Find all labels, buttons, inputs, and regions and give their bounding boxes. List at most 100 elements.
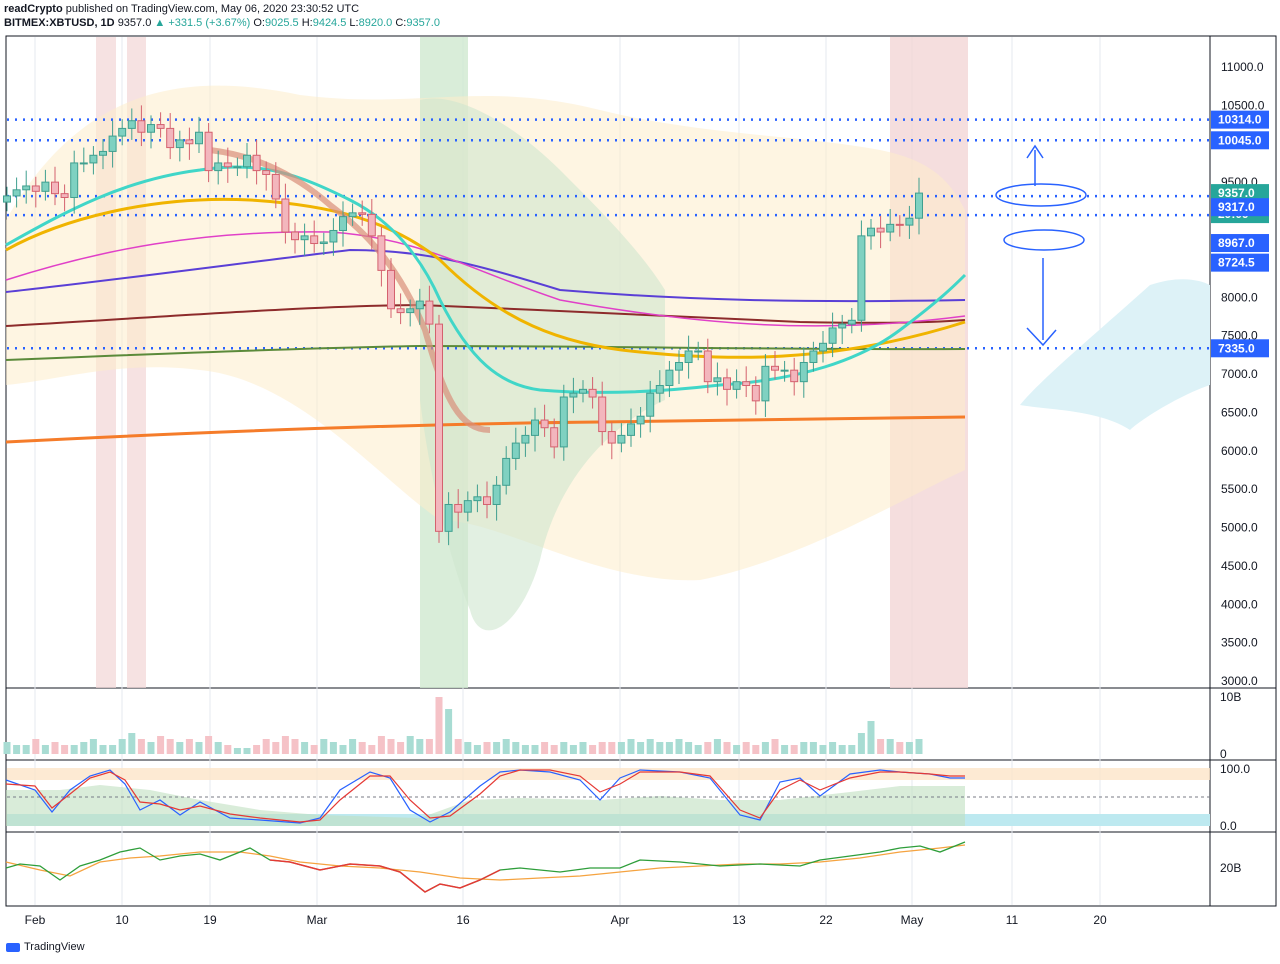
volume-bar [723, 742, 731, 754]
ma-magenta [5, 231, 966, 327]
volume-bar [3, 742, 11, 754]
open-value: 9025.5 [264, 17, 299, 29]
time-tick-label: Apr [611, 913, 630, 927]
candle-up [886, 223, 895, 233]
candle-up [319, 241, 328, 245]
candle-up [559, 396, 568, 448]
price-tick-label: 7000.0 [1221, 367, 1258, 381]
time-tick-label: Feb [25, 913, 46, 927]
candle-down [310, 235, 319, 245]
price-tick-label: 4500.0 [1221, 559, 1258, 573]
volume-bar [886, 739, 894, 754]
price-tick-label: 3000.0 [1221, 674, 1258, 688]
volume-bar [819, 745, 827, 754]
candle-up [300, 235, 309, 241]
price-label-text: 10314.0 [1218, 113, 1262, 127]
candle-down [550, 427, 559, 448]
volume-bar [608, 742, 616, 754]
candle-up [502, 457, 511, 486]
candle-up [694, 350, 703, 353]
annotation-arrow-up [1026, 144, 1044, 186]
volume-bar [867, 721, 875, 754]
candle-down [252, 154, 261, 172]
price-label-box [1211, 184, 1269, 203]
volume-bar [646, 739, 654, 754]
candle-down [387, 269, 395, 310]
volume-bar [320, 739, 328, 754]
candle-up [99, 150, 107, 156]
candle-down [607, 431, 616, 444]
volume-bar [713, 739, 721, 754]
volume-bar [281, 736, 289, 754]
stochastic-pane [5, 768, 1210, 826]
high-value: 9424.5 [312, 17, 347, 29]
candle-up [838, 323, 847, 329]
volume-bar [51, 742, 59, 754]
price-tick-label: 3500.0 [1221, 636, 1258, 650]
volume-bar [349, 739, 357, 754]
price-labels: 10314.010045.09357.029:099317.08967.0872… [1211, 110, 1269, 358]
candle-down [60, 193, 69, 198]
volume-bar [637, 742, 645, 754]
candle-up [799, 361, 808, 383]
volume-bar [665, 742, 673, 754]
candle-down [703, 350, 712, 383]
candle-down [598, 396, 607, 433]
price-tick-label: 11000.0 [1221, 60, 1264, 74]
volume-bar [627, 739, 635, 754]
symbol-name[interactable]: BITMEX:XBTUSD, 1D [4, 17, 115, 29]
price-tick-label: 4000.0 [1221, 597, 1258, 611]
candle-up [118, 127, 127, 137]
candle-up [108, 135, 117, 152]
candle-up [463, 500, 472, 513]
annotation-arrow-down [1026, 258, 1057, 347]
volume-bar [128, 733, 136, 754]
ma-cyan [5, 165, 967, 394]
candle-up [12, 189, 21, 197]
volume-bar [598, 742, 606, 754]
candle-down [751, 385, 760, 402]
symbol-legend[interactable]: BITMEX:XBTUSD, 1D 9357.0 ▲ +331.5 (+3.67… [4, 17, 440, 29]
volume-bar [368, 745, 376, 754]
momentum-axis-tick: 20B [1220, 861, 1241, 875]
candle-up [70, 162, 79, 198]
candle-up [233, 166, 242, 169]
price-label-text: 7335.0 [1218, 341, 1255, 355]
volume-bar [339, 745, 347, 754]
candle-up [147, 124, 155, 133]
volume-bar [464, 742, 472, 754]
price-tick-label: 5000.0 [1221, 521, 1258, 535]
price-label-box [1211, 131, 1269, 150]
volume-bar [656, 742, 664, 754]
candle-up [3, 195, 11, 203]
tradingview-brand[interactable]: TradingView [6, 941, 85, 953]
publish-date: published on TradingView.com, May 06, 20… [65, 3, 360, 15]
volume-bar [617, 742, 625, 754]
candle-up [175, 139, 184, 149]
candle-down [742, 381, 751, 387]
price-tick-label: 10500.0 [1221, 98, 1265, 112]
stoch-axis-tick-top: 100.0 [1220, 762, 1250, 776]
candle-up [809, 350, 818, 363]
price-tick-label: 8000.0 [1221, 290, 1258, 304]
candle-down [876, 227, 885, 233]
candle-up [531, 419, 539, 436]
ma-maroon [5, 303, 966, 327]
candle-down [262, 170, 271, 175]
brand-label: TradingView [24, 941, 85, 953]
candle-down [454, 503, 463, 513]
momentum-pane [5, 841, 966, 893]
candle-up [214, 162, 223, 172]
last-price: 9357.0 [117, 17, 152, 29]
price-label-box [1211, 253, 1269, 272]
candle-up [905, 217, 914, 226]
candle-up [79, 162, 88, 165]
candle-down [790, 369, 799, 383]
time-tick-label: May [901, 913, 924, 927]
ma-yellow [5, 197, 966, 359]
volume-axis-tick-top: 10B [1220, 690, 1241, 704]
volume-bar [61, 745, 69, 754]
volume-bar [493, 742, 501, 754]
candle-up [521, 434, 530, 444]
